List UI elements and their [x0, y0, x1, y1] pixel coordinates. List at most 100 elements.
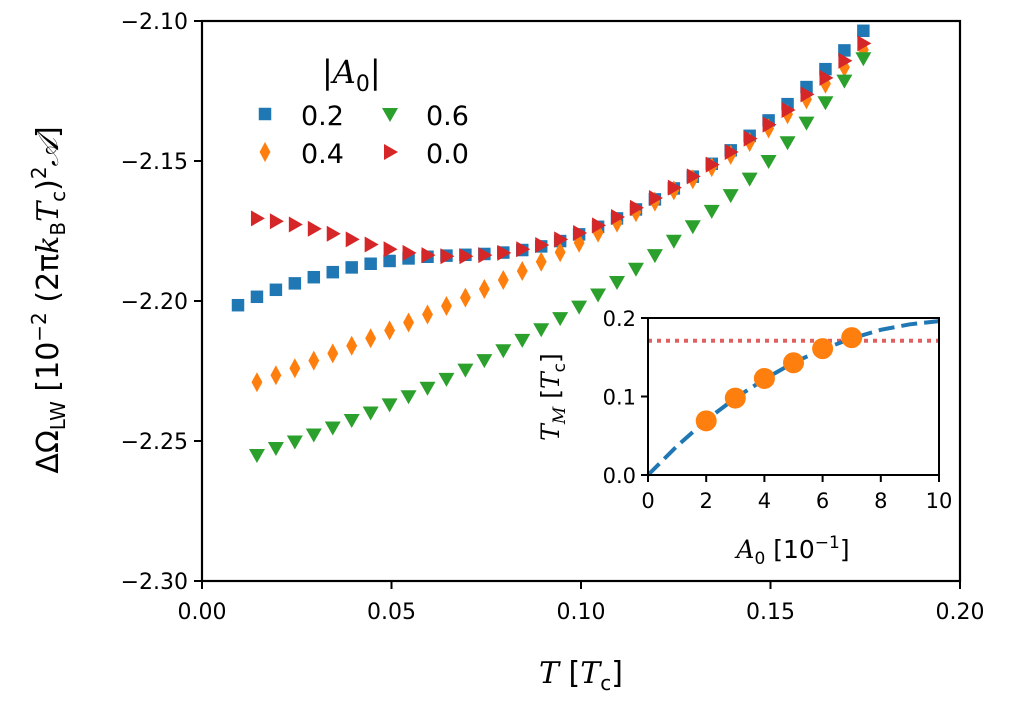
inset-axis-ticks: 0 2 4 6 8 10 0.0 0.1 0.2	[603, 307, 953, 513]
data-point	[346, 335, 358, 356]
legend-marker-0.4	[259, 142, 271, 162]
data-point	[250, 210, 265, 227]
main-y-tick-label: −2.15	[121, 150, 188, 175]
data-point	[838, 44, 851, 57]
series-0.0-points	[250, 35, 872, 265]
data-point	[724, 144, 739, 161]
main-x-axis-label: T [Tc]	[539, 656, 623, 695]
data-point	[592, 222, 604, 243]
data-point	[743, 130, 758, 147]
legend: |A0| 0.2 0.6 0.4 0.0	[258, 53, 469, 170]
main-x-tick-label: 0.10	[557, 600, 606, 625]
data-point	[308, 350, 320, 371]
data-point	[741, 172, 758, 187]
data-point	[343, 414, 360, 428]
data-point	[817, 96, 834, 111]
data-point	[819, 69, 834, 86]
main-x-tick-label: 0.15	[746, 600, 795, 625]
data-point	[327, 343, 339, 364]
inset-x-tick-label: 4	[758, 489, 771, 513]
inset-x-tick-label: 10	[926, 489, 953, 513]
data-point	[478, 247, 493, 264]
data-point	[573, 224, 588, 241]
data-point	[383, 254, 396, 268]
data-point	[269, 213, 284, 230]
inset-data-point	[753, 367, 775, 389]
inset-x-tick-label: 2	[700, 489, 713, 513]
inset-y-tick-label: 0.2	[603, 307, 636, 331]
data-point	[270, 365, 282, 386]
data-point	[590, 288, 607, 303]
data-point	[703, 204, 720, 219]
data-point	[459, 248, 474, 265]
data-point	[779, 136, 796, 151]
data-point	[403, 312, 414, 333]
main-chart: 0.00 0.05 0.10 0.15 0.20−2.30−2.25−2.20−2.15…	[27, 10, 984, 695]
data-point	[646, 249, 663, 264]
inset-x-tick-label: 6	[816, 489, 829, 513]
data-point	[836, 74, 853, 89]
main-y-axis-label: ΔΩLW [10−2 (2πkBTc)2𝒜]	[27, 126, 70, 473]
data-point	[497, 270, 509, 290]
data-point	[248, 449, 265, 463]
data-point	[684, 220, 701, 235]
data-point	[554, 231, 569, 248]
data-point	[250, 290, 264, 304]
main-y-tick-label: −2.25	[121, 430, 188, 455]
inset-data-marks	[646, 319, 940, 477]
main-data-marks	[231, 24, 872, 463]
main-x-tick-label: 0.00	[178, 600, 227, 625]
data-point	[667, 179, 682, 196]
legend-marker-0.2	[258, 107, 272, 121]
data-point	[535, 251, 547, 272]
inset-data-point	[695, 410, 717, 432]
data-point	[627, 262, 644, 277]
inset-data-point	[812, 338, 834, 360]
data-point	[516, 261, 528, 282]
data-point	[402, 244, 417, 261]
legend-label-0.6: 0.6	[426, 101, 469, 132]
main-y-tick-label: −2.30	[121, 570, 188, 595]
data-point	[497, 244, 512, 261]
data-point	[286, 435, 303, 450]
data-point	[838, 52, 853, 69]
data-point	[384, 320, 396, 341]
data-point	[762, 116, 777, 133]
data-point	[288, 216, 303, 233]
data-point	[760, 155, 777, 169]
legend-label-0.2: 0.2	[301, 101, 344, 132]
data-point	[609, 275, 626, 290]
data-point	[820, 73, 831, 94]
data-point	[383, 241, 398, 258]
data-point	[665, 234, 682, 249]
main-y-tick-label: −2.10	[121, 10, 188, 35]
main-x-tick-label: 0.05	[367, 600, 416, 625]
inset-y-tick-label: 0.1	[603, 386, 636, 410]
inset-plot-frame	[647, 317, 940, 476]
legend-label-0.4: 0.4	[301, 139, 344, 170]
data-point	[686, 168, 701, 185]
data-point	[592, 217, 607, 234]
data-point	[400, 390, 417, 405]
data-point	[722, 189, 739, 204]
data-point	[554, 242, 566, 263]
main-axis-ticks: 0.00 0.05 0.10 0.15 0.20−2.30−2.25−2.20−2.15…	[121, 10, 985, 625]
inset-x-tick-label: 0	[641, 489, 654, 513]
data-point	[781, 102, 796, 119]
data-point	[419, 381, 436, 396]
data-point	[438, 372, 455, 387]
data-point	[478, 278, 490, 299]
data-point	[459, 287, 471, 308]
data-point	[251, 372, 263, 393]
data-point	[365, 328, 377, 349]
data-point	[362, 406, 379, 421]
inset-y-axis-label: TM [Tc]	[536, 353, 570, 441]
data-point	[857, 24, 870, 38]
data-point	[440, 248, 455, 265]
series-0.6-points	[248, 52, 872, 463]
inset-y-tick-label: 0.0	[603, 464, 636, 488]
data-point	[345, 261, 358, 274]
data-point	[267, 442, 284, 456]
data-point	[798, 116, 815, 131]
data-point	[441, 296, 452, 317]
